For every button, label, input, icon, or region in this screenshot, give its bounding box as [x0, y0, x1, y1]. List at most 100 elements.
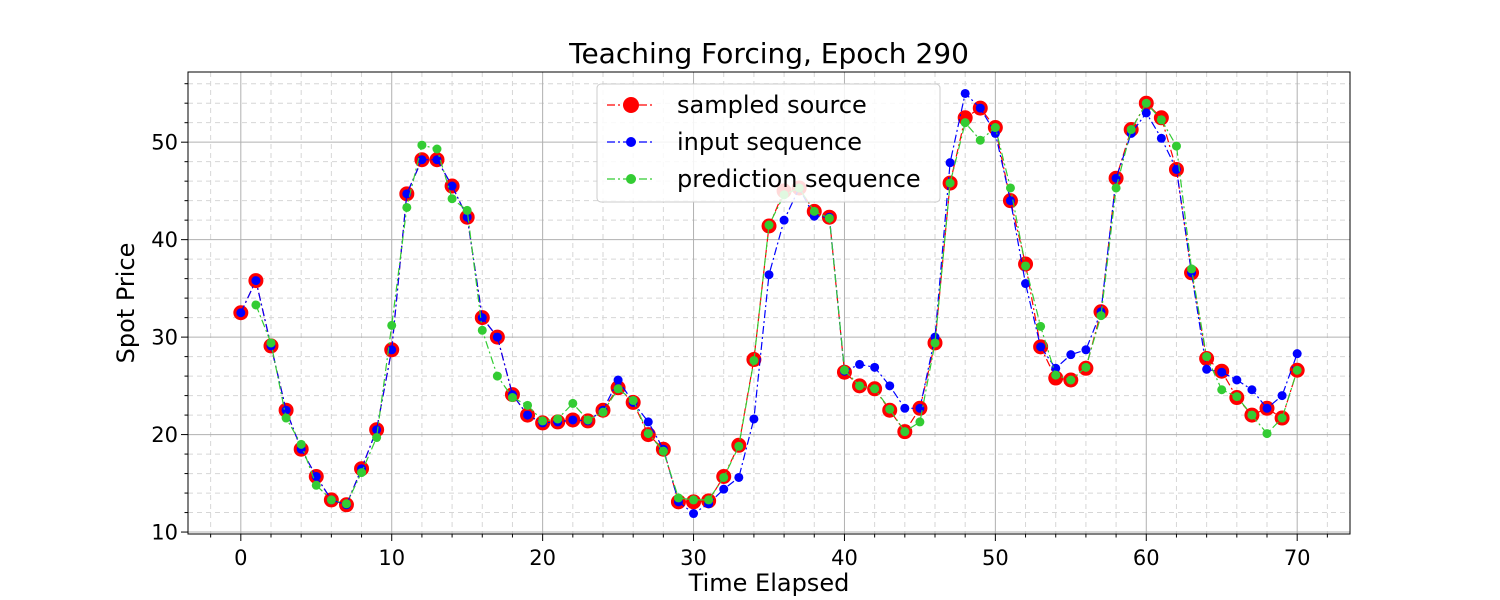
input-sequence-point: [568, 415, 578, 425]
y-tick-label: 10: [151, 521, 178, 545]
prediction-sequence-point: [507, 393, 517, 403]
prediction-sequence-point: [1051, 370, 1061, 380]
prediction-sequence-point: [1156, 115, 1166, 125]
input-sequence-point: [945, 158, 955, 168]
prediction-sequence-point: [870, 384, 880, 394]
x-tick-label: 10: [378, 546, 405, 570]
y-tick-label: 30: [151, 326, 178, 350]
prediction-sequence-point: [885, 404, 895, 414]
x-axis-label: Time Elapsed: [688, 569, 850, 597]
prediction-sequence-point: [1247, 410, 1257, 420]
input-sequence-point: [492, 332, 502, 342]
y-tick-label: 50: [151, 131, 178, 155]
input-sequence-point: [1202, 364, 1212, 374]
x-tick-label: 40: [831, 546, 858, 570]
prediction-sequence-point: [583, 415, 593, 425]
prediction-sequence-point: [628, 395, 638, 405]
prediction-sequence-point: [357, 468, 367, 478]
input-sequence-point: [900, 403, 910, 413]
prediction-sequence-point: [704, 495, 714, 505]
prediction-sequence-point: [960, 118, 970, 128]
prediction-sequence-point: [1081, 362, 1091, 372]
prediction-sequence-point: [598, 407, 608, 417]
prediction-sequence-point: [417, 140, 427, 150]
prediction-sequence-point: [266, 338, 276, 348]
x-tick-label: 30: [680, 546, 707, 570]
legend-label-input-sequence: input sequence: [677, 128, 862, 156]
prediction-sequence-point: [1036, 321, 1046, 331]
prediction-sequence-point: [824, 213, 834, 223]
prediction-sequence-point: [341, 499, 351, 509]
input-sequence-point: [1262, 403, 1272, 413]
input-sequence-point: [915, 403, 925, 413]
x-tick-label: 50: [982, 546, 1009, 570]
input-sequence-point: [281, 405, 291, 415]
input-sequence-point: [1005, 196, 1015, 206]
input-sequence-point: [311, 471, 321, 481]
prediction-sequence-point: [673, 493, 683, 503]
prediction-sequence-point: [477, 325, 487, 335]
prediction-sequence-point: [387, 320, 397, 330]
axis-ticks: 0 10 20 30 40 50 60 70 10 20 30 40 50: [151, 83, 1328, 570]
prediction-sequence-point: [553, 414, 563, 424]
prediction-sequence-point: [689, 495, 699, 505]
input-sequence-point: [885, 381, 895, 391]
prediction-sequence-point: [1005, 183, 1015, 193]
input-sequence-point: [1036, 342, 1046, 352]
input-sequence-point: [477, 313, 487, 323]
input-sequence-point: [749, 414, 759, 424]
prediction-sequence-point: [975, 135, 985, 145]
prediction-sequence-point: [402, 202, 412, 212]
prediction-sequence-point: [372, 433, 382, 443]
y-tick-label: 40: [151, 228, 178, 252]
prediction-sequence-point: [296, 439, 306, 449]
input-sequence-point: [689, 509, 699, 519]
legend-label-sampled-source: sampled source: [677, 91, 867, 119]
prediction-sequence-point: [568, 398, 578, 408]
input-sequence-point: [1217, 367, 1227, 377]
input-sequence-point: [1141, 108, 1151, 118]
legend-marker-sampled-source: [623, 97, 639, 113]
prediction-sequence-point: [432, 144, 442, 154]
prediction-sequence-point: [1187, 264, 1197, 274]
legend: sampled source input sequence prediction s…: [596, 83, 941, 203]
prediction-sequence-point: [251, 300, 261, 310]
series-group: [233, 88, 1305, 519]
input-sequence-point: [855, 359, 865, 369]
input-sequence-point: [975, 103, 985, 113]
input-sequence-point: [372, 425, 382, 435]
input-sequence-point: [462, 212, 472, 222]
input-sequence-point: [447, 181, 457, 191]
prediction-sequence-point: [1262, 429, 1272, 439]
y-tick-label: 20: [151, 423, 178, 447]
plot-frame: [187, 71, 1351, 535]
prediction-sequence-point: [1232, 392, 1242, 402]
prediction-sequence-point: [1066, 375, 1076, 385]
input-sequence-point: [960, 88, 970, 98]
input-sequence-point: [1066, 350, 1076, 360]
prediction-sequence-point: [1217, 385, 1227, 395]
input-sequence-point: [251, 276, 261, 286]
chart-title: Teaching Forcing, Epoch 290: [568, 37, 969, 70]
prediction-sequence-point: [1141, 98, 1151, 108]
prediction-sequence-point: [809, 206, 819, 216]
prediction-sequence-point: [1292, 365, 1302, 375]
legend-marker-input-sequence: [626, 137, 636, 147]
input-sequence-point: [719, 484, 729, 494]
prediction-sequence-point: [613, 384, 623, 394]
input-sequence-point: [387, 345, 397, 355]
prediction-sequence-point: [523, 400, 533, 410]
input-sequence-point: [613, 375, 623, 385]
x-tick-label: 70: [1284, 546, 1311, 570]
y-axis-label: Spot Price: [112, 243, 140, 364]
input-sequence-point: [870, 362, 880, 372]
prediction-sequence-point: [1111, 183, 1121, 193]
prediction-sequence-point: [658, 446, 668, 456]
prediction-sequence-point: [915, 417, 925, 427]
input-sequence-point: [1021, 279, 1031, 289]
x-tick-label: 0: [234, 546, 247, 570]
prediction-sequence-point: [839, 365, 849, 375]
input-sequence-point: [1081, 345, 1091, 355]
prediction-sequence-point: [1126, 125, 1136, 135]
